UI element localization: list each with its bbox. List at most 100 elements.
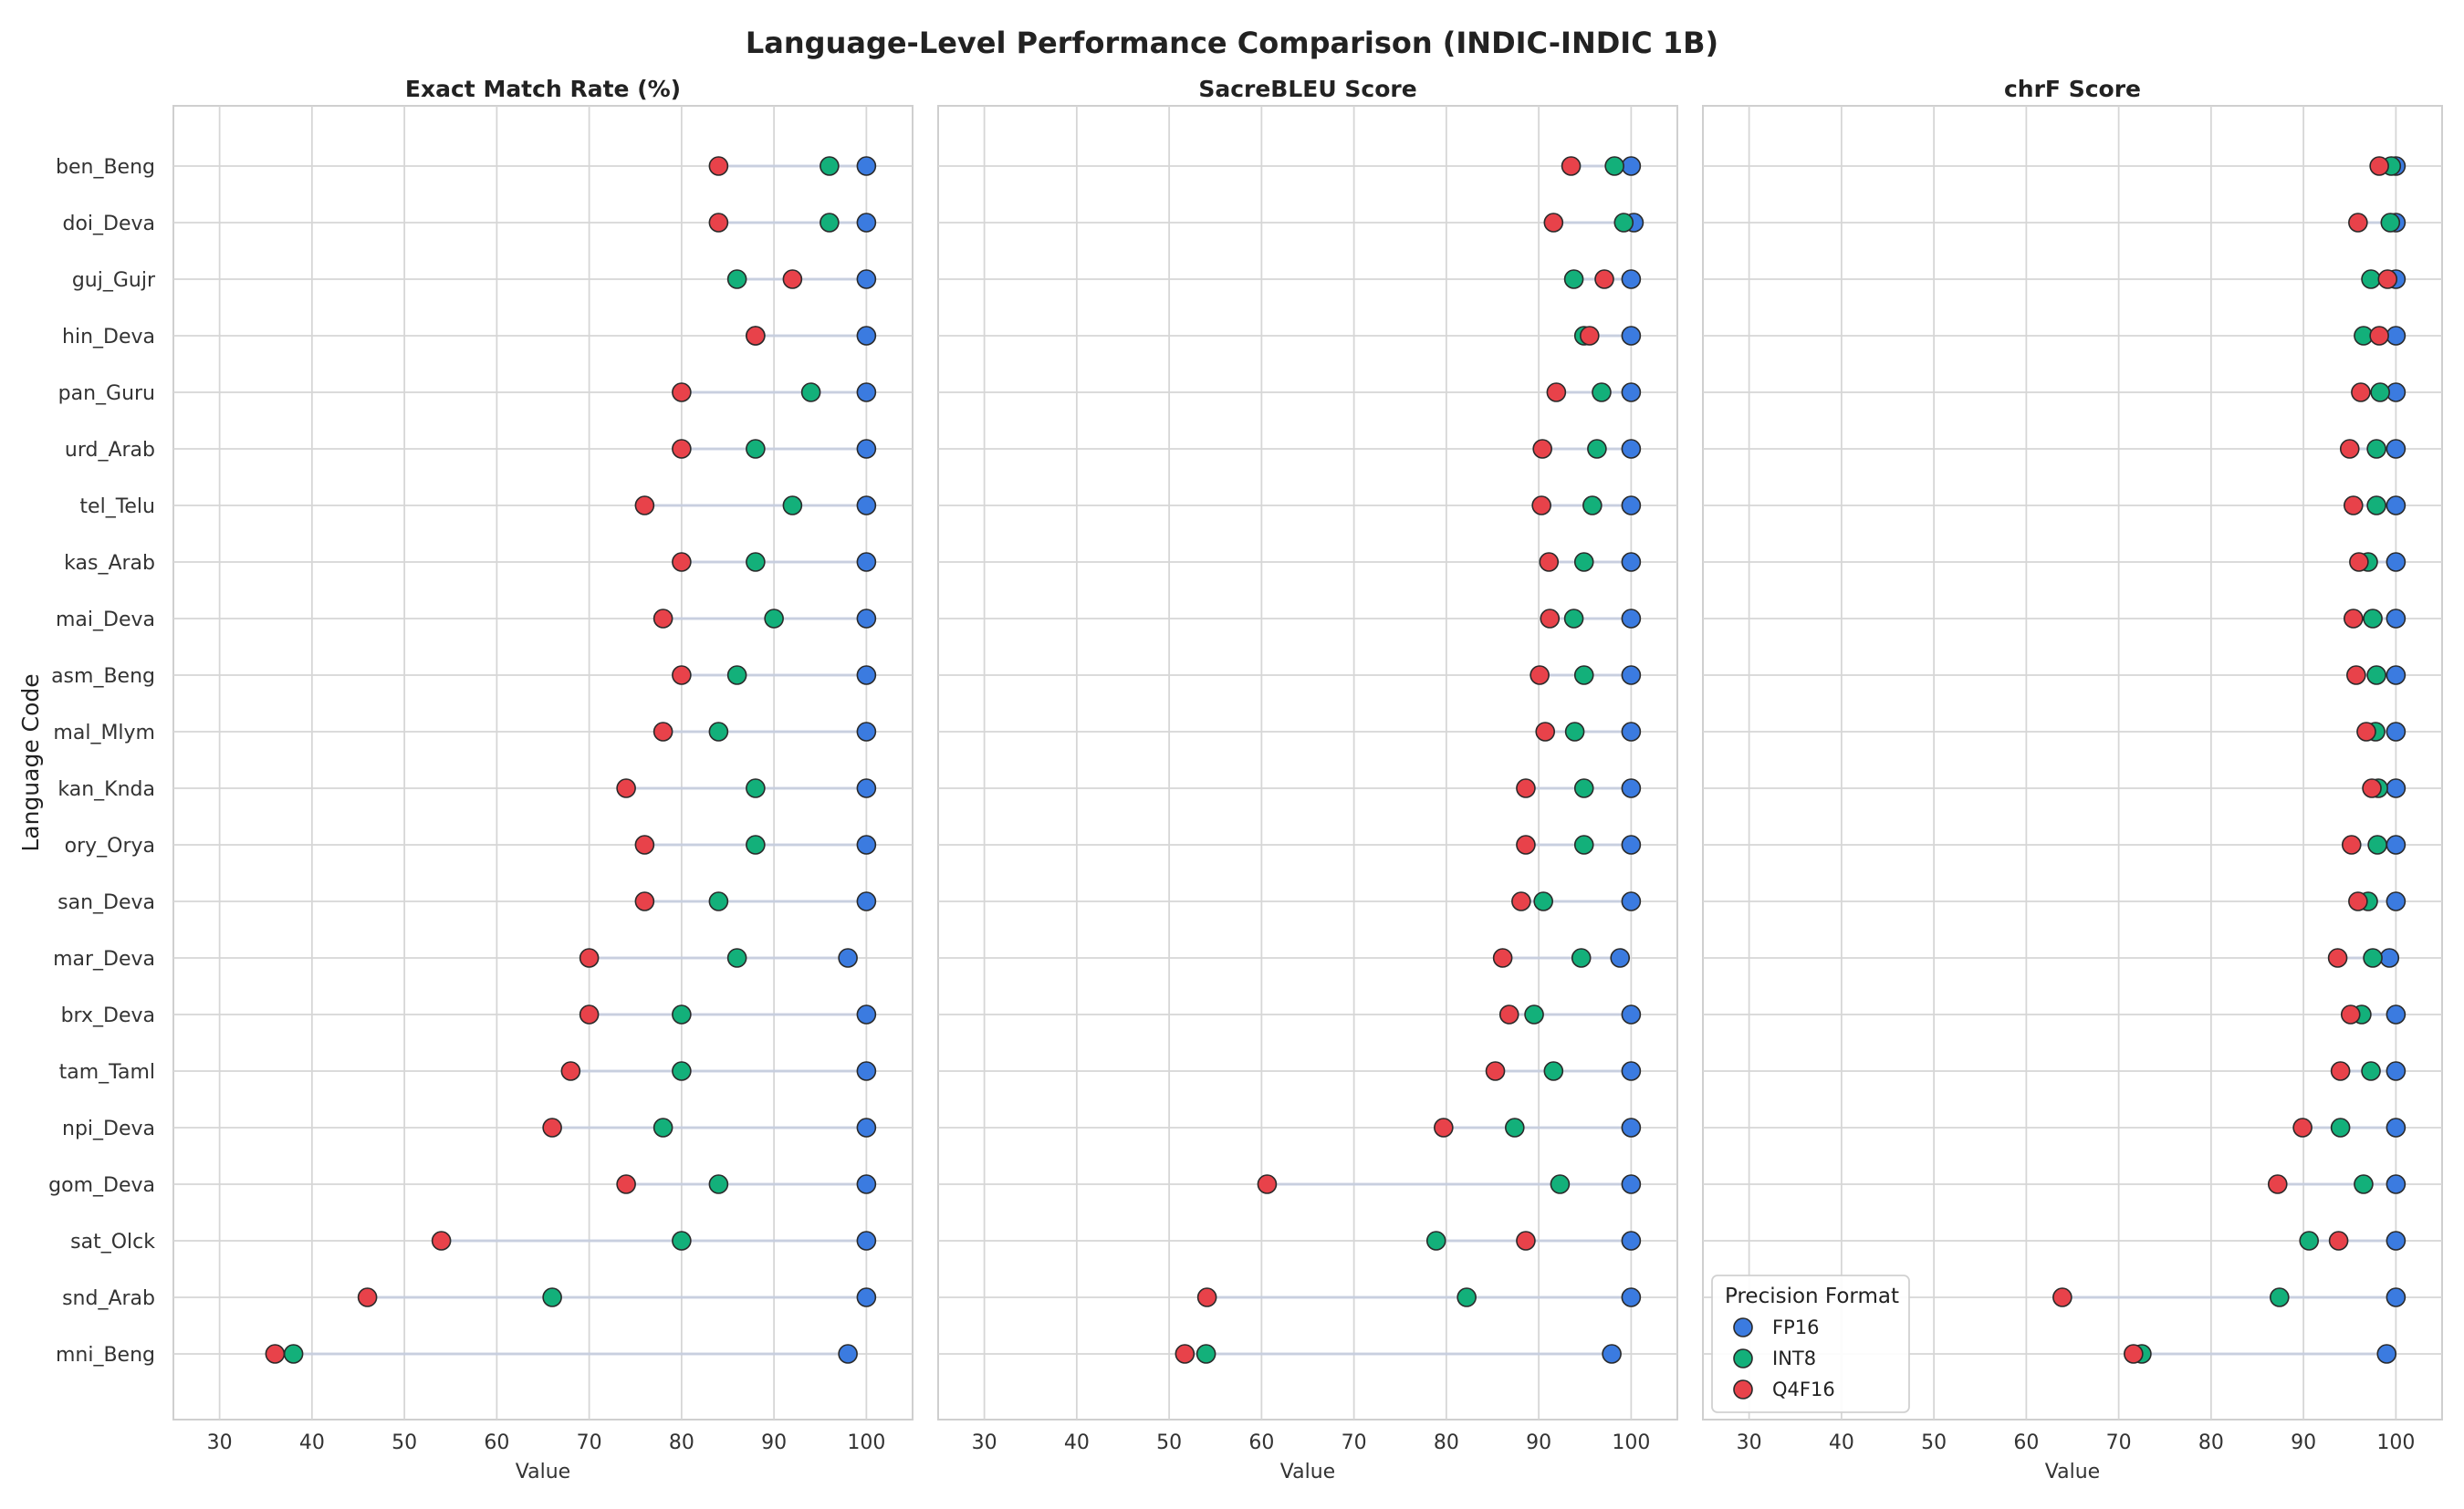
point-fp16 bbox=[2386, 891, 2407, 911]
point-q4f16 bbox=[634, 835, 655, 855]
point-q4f16 bbox=[579, 948, 600, 968]
point-int8 bbox=[1604, 156, 1624, 176]
point-fp16 bbox=[1610, 948, 1631, 968]
point-fp16 bbox=[1621, 326, 1642, 346]
point-fp16 bbox=[2386, 722, 2407, 742]
point-int8 bbox=[542, 1287, 562, 1307]
point-q4f16 bbox=[672, 552, 692, 572]
x-tick-label: 40 bbox=[1829, 1431, 1854, 1454]
point-int8 bbox=[672, 1061, 692, 1081]
x-tick-label: 80 bbox=[1434, 1431, 1459, 1454]
y-tick-label: mni_Beng bbox=[56, 1344, 155, 1367]
point-fp16 bbox=[838, 948, 858, 968]
point-fp16 bbox=[856, 891, 877, 911]
point-q4f16 bbox=[2330, 1061, 2351, 1081]
point-int8 bbox=[1564, 722, 1585, 742]
point-fp16 bbox=[1621, 1061, 1642, 1081]
point-q4f16 bbox=[357, 1287, 378, 1307]
point-fp16 bbox=[2386, 835, 2407, 855]
point-fp16 bbox=[2386, 665, 2407, 685]
point-q4f16 bbox=[1485, 1061, 1506, 1081]
point-q4f16 bbox=[431, 1231, 452, 1251]
panel-title: chrF Score bbox=[2004, 76, 2141, 102]
y-tick-label: tam_Taml bbox=[59, 1061, 155, 1084]
point-fp16 bbox=[2386, 552, 2407, 572]
point-int8 bbox=[1582, 495, 1603, 515]
y-tick-label: guj_Gujr bbox=[72, 269, 156, 292]
point-int8 bbox=[708, 1174, 729, 1194]
legend-marker-int8 bbox=[1733, 1348, 1753, 1369]
point-q4f16 bbox=[1196, 1287, 1217, 1307]
point-fp16 bbox=[856, 778, 877, 798]
point-q4f16 bbox=[2124, 1344, 2144, 1364]
panel-title: Exact Match Rate (%) bbox=[405, 76, 681, 102]
point-int8 bbox=[820, 156, 840, 176]
point-fp16 bbox=[856, 382, 877, 402]
point-fp16 bbox=[856, 1118, 877, 1138]
point-int8 bbox=[1571, 948, 1592, 968]
point-int8 bbox=[2370, 382, 2390, 402]
point-q4f16 bbox=[672, 665, 692, 685]
y-tick-label: snd_Arab bbox=[62, 1287, 155, 1310]
point-q4f16 bbox=[2348, 213, 2368, 233]
point-fp16 bbox=[1621, 382, 1642, 402]
x-tick-label: 60 bbox=[1248, 1431, 1274, 1454]
panel-title: SacreBLEU Score bbox=[1198, 76, 1416, 102]
point-q4f16 bbox=[616, 1174, 636, 1194]
point-int8 bbox=[1573, 835, 1594, 855]
point-int8 bbox=[2366, 439, 2386, 459]
point-int8 bbox=[1613, 213, 1634, 233]
y-tick-label: doi_Deva bbox=[62, 213, 155, 235]
point-fp16 bbox=[856, 665, 877, 685]
panels: 30 40 50 60 70 80 90 100 Value Exact Match Rate (… bbox=[48, 76, 2443, 1483]
point-q4f16 bbox=[2348, 891, 2368, 911]
x-axis-label: Value bbox=[2045, 1461, 2100, 1483]
x-tick-label: 100 bbox=[2376, 1431, 2415, 1454]
y-tick-label: kan_Knda bbox=[57, 778, 155, 801]
point-int8 bbox=[2363, 609, 2383, 629]
x-tick-label: 70 bbox=[577, 1431, 602, 1454]
point-q4f16 bbox=[1540, 609, 1561, 629]
point-q4f16 bbox=[2344, 609, 2364, 629]
point-int8 bbox=[1587, 439, 1607, 459]
point-fp16 bbox=[856, 1231, 877, 1251]
point-q4f16 bbox=[1492, 948, 1513, 968]
y-tick-label: ben_Beng bbox=[56, 156, 155, 179]
point-q4f16 bbox=[2356, 722, 2376, 742]
y-tick-label: san_Deva bbox=[57, 891, 155, 914]
y-tick-label: urd_Arab bbox=[65, 439, 155, 462]
point-q4f16 bbox=[542, 1118, 562, 1138]
y-tick-label: npi_Deva bbox=[62, 1118, 155, 1140]
x-tick-label: 40 bbox=[299, 1431, 325, 1454]
point-int8 bbox=[1505, 1118, 1525, 1138]
legend-marker-q4f16 bbox=[1733, 1379, 1753, 1400]
point-q4f16 bbox=[1532, 439, 1552, 459]
point-fp16 bbox=[856, 156, 877, 176]
x-tick-label: 70 bbox=[2106, 1431, 2132, 1454]
point-fp16 bbox=[1621, 269, 1642, 289]
point-int8 bbox=[672, 1231, 692, 1251]
point-fp16 bbox=[2386, 1231, 2407, 1251]
point-int8 bbox=[746, 778, 766, 798]
point-int8 bbox=[1456, 1287, 1477, 1307]
point-q4f16 bbox=[1594, 269, 1614, 289]
x-tick-label: 60 bbox=[484, 1431, 509, 1454]
x-tick-label: 50 bbox=[392, 1431, 417, 1454]
point-fp16 bbox=[2386, 1004, 2407, 1025]
point-fp16 bbox=[1621, 1231, 1642, 1251]
point-int8 bbox=[1550, 1174, 1571, 1194]
point-fp16 bbox=[856, 269, 877, 289]
legend-title: Precision Format bbox=[1725, 1285, 1899, 1308]
point-int8 bbox=[1573, 778, 1594, 798]
legend-label-int8: INT8 bbox=[1772, 1348, 1816, 1369]
point-int8 bbox=[1573, 665, 1594, 685]
point-fp16 bbox=[2386, 1174, 2407, 1194]
y-tick-label: hin_Deva bbox=[62, 326, 155, 349]
point-q4f16 bbox=[1580, 326, 1600, 346]
point-q4f16 bbox=[672, 439, 692, 459]
point-q4f16 bbox=[2292, 1118, 2313, 1138]
legend-box bbox=[1711, 1275, 1910, 1413]
point-int8 bbox=[1563, 269, 1584, 289]
point-int8 bbox=[1563, 609, 1584, 629]
x-tick-label: 30 bbox=[1737, 1431, 1762, 1454]
